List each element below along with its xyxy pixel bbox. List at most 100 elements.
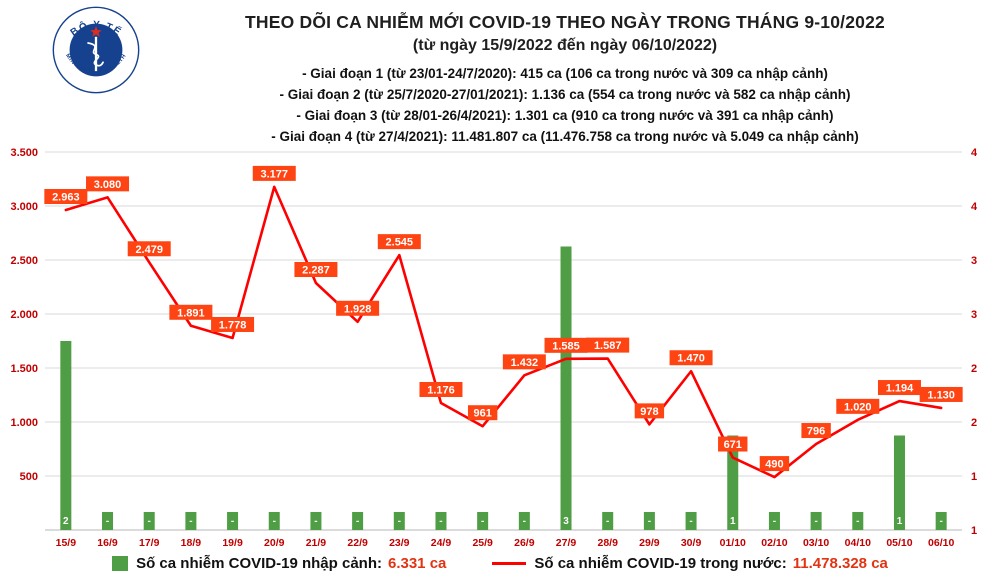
bar: [643, 512, 655, 530]
phase-info-line-4: - Giai đoạn 4 (từ 27/4/2021): 11.481.807…: [271, 129, 859, 144]
x-axis-tick: 30/9: [681, 537, 702, 549]
bar: [102, 512, 114, 530]
bar: [435, 512, 447, 530]
data-label-box: [294, 262, 338, 278]
bar-series: 2 - - - - - - - - - - - 3 - - - 1 - - - 1 -: [60, 246, 947, 530]
data-label-box: [669, 350, 713, 366]
data-label-box: [86, 176, 130, 192]
bar: [852, 512, 864, 530]
data-label-text: 1.585: [552, 340, 580, 352]
data-label-text: 1.470: [677, 353, 705, 365]
left-axis-tick: 1.000: [10, 417, 38, 429]
right-axis-tick: 3: [971, 309, 977, 321]
x-axis-tick: 02/10: [761, 537, 787, 549]
x-axis-tick: 26/9: [514, 537, 535, 549]
bar-label: 3: [563, 516, 569, 527]
x-axis-tick: 21/9: [306, 537, 327, 549]
data-label-box: [877, 380, 921, 396]
line-series-swatch: [492, 562, 527, 565]
x-axis-tick: 20/9: [264, 537, 285, 549]
chart-legend: Số ca nhiễm COVID-19 nhập cảnh: 6.331 ca…: [0, 555, 1000, 572]
data-label-text: 2.287: [302, 265, 330, 277]
data-label-box: [759, 456, 790, 472]
x-axis-tick: 05/10: [886, 537, 912, 549]
legend-item-domestic: Số ca nhiễm COVID-19 trong nước: 11.478.…: [492, 555, 888, 572]
chart-title: THEO DÕI CA NHIỄM MỚI COVID-19 THEO NGÀY…: [245, 12, 885, 32]
data-label-box: [801, 423, 831, 439]
x-axis-tick: 17/9: [139, 537, 160, 549]
x-axis-tick: 01/10: [720, 537, 746, 549]
bar-label: -: [439, 516, 442, 527]
data-label-box: [836, 398, 880, 414]
x-axis-tick: 06/10: [928, 537, 954, 549]
right-axis-tick: 4: [971, 201, 978, 213]
data-label-text: 2.479: [135, 244, 163, 256]
data-label-box: [169, 304, 213, 320]
bar: [768, 512, 780, 530]
x-axis-tick: 18/9: [181, 537, 202, 549]
bar-label: -: [273, 516, 276, 527]
data-label-text: 1.778: [219, 319, 247, 331]
x-axis-tick: 23/9: [389, 537, 410, 549]
bar: [143, 512, 155, 530]
x-axis-tick: 22/9: [347, 537, 368, 549]
bar-label: -: [856, 516, 859, 527]
phase-info-block: - Giai đoạn 1 (từ 23/01-24/7/2020): 415 …: [130, 63, 1000, 147]
data-label-box: [211, 316, 255, 332]
data-label-text: 1.432: [511, 357, 539, 369]
data-label-box: [419, 381, 463, 397]
bar-label: 1: [897, 516, 903, 527]
chart-svg: 3.5003.0002.5002.0001.5001.0005004433221…: [10, 147, 978, 549]
right-axis-tick: 1: [971, 471, 977, 483]
data-label-text: 1.194: [886, 383, 914, 395]
x-axis: 15/9 16/9 17/9 18/9 19/9 20/9 21/9 22/9 23/9 24/9…: [56, 537, 955, 549]
phase-info-line-3: - Giai đoạn 3 (từ 28/01-26/4/2021): 1.30…: [296, 108, 834, 123]
right-axis-tick: 4: [971, 147, 978, 159]
left-axis-tick: 2.500: [10, 255, 38, 267]
x-axis-tick: 28/9: [597, 537, 618, 549]
legend-domestic-value: 11.478.328 ca: [792, 555, 888, 572]
data-label-text: 671: [724, 439, 742, 451]
x-axis-tick: 24/9: [431, 537, 452, 549]
bar-label: -: [356, 516, 359, 527]
left-axis-tick: 3.000: [10, 201, 38, 213]
right-axis-tick: 3: [971, 255, 977, 267]
bar: [227, 512, 239, 530]
x-axis-tick: 29/9: [639, 537, 660, 549]
bar: [185, 512, 197, 530]
data-label-text: 1.130: [927, 389, 955, 401]
legend-item-imported: Số ca nhiễm COVID-19 nhập cảnh: 6.331 ca: [112, 555, 446, 572]
bar-series-swatch: [112, 556, 129, 571]
data-label-box: [252, 165, 296, 181]
data-label-text: 1.891: [177, 307, 205, 319]
bar-label: 1: [730, 516, 736, 527]
data-label-box: [586, 337, 630, 353]
bar-label: -: [314, 516, 317, 527]
gridlines: 3.500 3.000 2.500 2.000 1.500 1.000 500: [10, 147, 962, 531]
chart-subtitle: (từ ngày 15/9/2022 đến ngày 06/10/2022): [412, 37, 718, 54]
data-label-text: 1.176: [427, 384, 455, 396]
bar: [727, 435, 739, 530]
left-axis-tick: 1.500: [10, 363, 38, 375]
bar-label: -: [398, 516, 401, 527]
bar: [268, 512, 280, 530]
x-axis-tick: 19/9: [222, 537, 243, 549]
data-label-box: [127, 241, 171, 257]
bar: [602, 512, 614, 530]
bar: [935, 512, 947, 530]
data-label-text: 3.080: [94, 179, 122, 191]
data-label-text: 961: [473, 408, 491, 420]
phase-info-line-1: - Giai đoạn 1 (từ 23/01-24/7/2020): 415 …: [302, 66, 828, 81]
data-label-box: [919, 386, 963, 402]
data-label-box: [377, 234, 421, 250]
data-label-box: [467, 405, 498, 421]
data-label-box: [634, 403, 665, 419]
bar: [810, 512, 822, 530]
legend-domestic-label: Số ca nhiễm COVID-19 trong nước:: [534, 555, 787, 572]
bar-label: -: [481, 516, 484, 527]
chart-area: 3.500 3.000 2.500 2.000 1.500 1.000 500 4 4 3 3 2 2 1…: [0, 140, 1000, 552]
bar-label: -: [939, 516, 942, 527]
bar-label: -: [523, 516, 526, 527]
data-label-text: 1.587: [594, 340, 622, 352]
